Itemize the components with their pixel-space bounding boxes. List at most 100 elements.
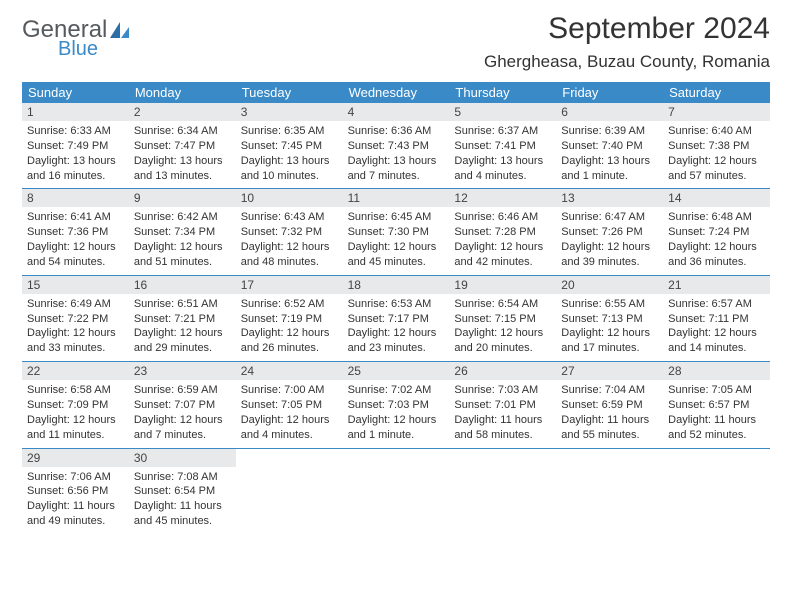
day-number: 15 [22,276,129,294]
day-cell: 6Sunrise: 6:39 AMSunset: 7:40 PMDaylight… [556,103,663,188]
logo: General Blue [22,12,131,61]
day-cell: 17Sunrise: 6:52 AMSunset: 7:19 PMDayligh… [236,276,343,361]
day-info: Sunrise: 6:45 AMSunset: 7:30 PMDaylight:… [343,207,450,274]
weekday-header: Sunday [22,82,129,103]
week-row: 8Sunrise: 6:41 AMSunset: 7:36 PMDaylight… [22,189,770,275]
day-number: 3 [236,103,343,121]
day-cell: 3Sunrise: 6:35 AMSunset: 7:45 PMDaylight… [236,103,343,188]
day-info: Sunrise: 7:08 AMSunset: 6:54 PMDaylight:… [129,467,236,534]
day-cell: 13Sunrise: 6:47 AMSunset: 7:26 PMDayligh… [556,189,663,274]
day-info: Sunrise: 7:03 AMSunset: 7:01 PMDaylight:… [449,380,556,447]
day-info: Sunrise: 6:46 AMSunset: 7:28 PMDaylight:… [449,207,556,274]
day-number: 19 [449,276,556,294]
day-number: 24 [236,362,343,380]
day-info: Sunrise: 6:36 AMSunset: 7:43 PMDaylight:… [343,121,450,188]
day-number: 30 [129,449,236,467]
day-info: Sunrise: 7:04 AMSunset: 6:59 PMDaylight:… [556,380,663,447]
day-cell: 15Sunrise: 6:49 AMSunset: 7:22 PMDayligh… [22,276,129,361]
day-number: 11 [343,189,450,207]
day-info: Sunrise: 6:35 AMSunset: 7:45 PMDaylight:… [236,121,343,188]
day-cell: 19Sunrise: 6:54 AMSunset: 7:15 PMDayligh… [449,276,556,361]
day-number: 4 [343,103,450,121]
day-info: Sunrise: 6:48 AMSunset: 7:24 PMDaylight:… [663,207,770,274]
day-info: Sunrise: 6:39 AMSunset: 7:40 PMDaylight:… [556,121,663,188]
day-info: Sunrise: 6:57 AMSunset: 7:11 PMDaylight:… [663,294,770,361]
day-number: 2 [129,103,236,121]
day-info: Sunrise: 7:05 AMSunset: 6:57 PMDaylight:… [663,380,770,447]
day-info: Sunrise: 6:47 AMSunset: 7:26 PMDaylight:… [556,207,663,274]
day-info: Sunrise: 6:51 AMSunset: 7:21 PMDaylight:… [129,294,236,361]
day-info: Sunrise: 6:41 AMSunset: 7:36 PMDaylight:… [22,207,129,274]
day-info: Sunrise: 6:58 AMSunset: 7:09 PMDaylight:… [22,380,129,447]
day-info: Sunrise: 7:06 AMSunset: 6:56 PMDaylight:… [22,467,129,534]
day-info: Sunrise: 7:02 AMSunset: 7:03 PMDaylight:… [343,380,450,447]
day-info: Sunrise: 6:55 AMSunset: 7:13 PMDaylight:… [556,294,663,361]
day-cell [556,449,663,534]
weekday-header: Friday [556,82,663,103]
day-number: 25 [343,362,450,380]
day-number: 7 [663,103,770,121]
day-info: Sunrise: 6:59 AMSunset: 7:07 PMDaylight:… [129,380,236,447]
day-cell [236,449,343,534]
calendar: SundayMondayTuesdayWednesdayThursdayFrid… [22,82,770,534]
weekday-header: Wednesday [343,82,450,103]
day-cell: 7Sunrise: 6:40 AMSunset: 7:38 PMDaylight… [663,103,770,188]
day-cell: 23Sunrise: 6:59 AMSunset: 7:07 PMDayligh… [129,362,236,447]
day-number: 27 [556,362,663,380]
week-row: 22Sunrise: 6:58 AMSunset: 7:09 PMDayligh… [22,362,770,448]
day-number: 16 [129,276,236,294]
day-cell: 28Sunrise: 7:05 AMSunset: 6:57 PMDayligh… [663,362,770,447]
month-title: September 2024 [484,12,770,46]
day-info: Sunrise: 6:54 AMSunset: 7:15 PMDaylight:… [449,294,556,361]
day-number: 12 [449,189,556,207]
day-cell [449,449,556,534]
day-cell: 10Sunrise: 6:43 AMSunset: 7:32 PMDayligh… [236,189,343,274]
day-info: Sunrise: 6:37 AMSunset: 7:41 PMDaylight:… [449,121,556,188]
day-number: 28 [663,362,770,380]
day-number: 8 [22,189,129,207]
day-cell: 24Sunrise: 7:00 AMSunset: 7:05 PMDayligh… [236,362,343,447]
day-cell: 11Sunrise: 6:45 AMSunset: 7:30 PMDayligh… [343,189,450,274]
day-number: 13 [556,189,663,207]
weekday-row: SundayMondayTuesdayWednesdayThursdayFrid… [22,82,770,103]
week-row: 15Sunrise: 6:49 AMSunset: 7:22 PMDayligh… [22,276,770,362]
day-cell: 8Sunrise: 6:41 AMSunset: 7:36 PMDaylight… [22,189,129,274]
day-cell: 14Sunrise: 6:48 AMSunset: 7:24 PMDayligh… [663,189,770,274]
week-row: 29Sunrise: 7:06 AMSunset: 6:56 PMDayligh… [22,449,770,534]
day-info: Sunrise: 6:52 AMSunset: 7:19 PMDaylight:… [236,294,343,361]
day-number: 29 [22,449,129,467]
day-number: 10 [236,189,343,207]
day-info: Sunrise: 6:42 AMSunset: 7:34 PMDaylight:… [129,207,236,274]
logo-sail-icon [109,20,131,45]
day-number: 22 [22,362,129,380]
day-cell: 25Sunrise: 7:02 AMSunset: 7:03 PMDayligh… [343,362,450,447]
day-info: Sunrise: 7:00 AMSunset: 7:05 PMDaylight:… [236,380,343,447]
day-cell: 4Sunrise: 6:36 AMSunset: 7:43 PMDaylight… [343,103,450,188]
day-info: Sunrise: 6:40 AMSunset: 7:38 PMDaylight:… [663,121,770,188]
day-cell: 21Sunrise: 6:57 AMSunset: 7:11 PMDayligh… [663,276,770,361]
header: General Blue September 2024 Ghergheasa, … [22,12,770,72]
day-number: 9 [129,189,236,207]
weekday-header: Tuesday [236,82,343,103]
day-cell: 1Sunrise: 6:33 AMSunset: 7:49 PMDaylight… [22,103,129,188]
day-cell [343,449,450,534]
week-row: 1Sunrise: 6:33 AMSunset: 7:49 PMDaylight… [22,103,770,189]
day-cell: 30Sunrise: 7:08 AMSunset: 6:54 PMDayligh… [129,449,236,534]
day-info: Sunrise: 6:43 AMSunset: 7:32 PMDaylight:… [236,207,343,274]
day-cell: 9Sunrise: 6:42 AMSunset: 7:34 PMDaylight… [129,189,236,274]
day-number: 23 [129,362,236,380]
day-number: 14 [663,189,770,207]
day-cell: 20Sunrise: 6:55 AMSunset: 7:13 PMDayligh… [556,276,663,361]
day-cell: 22Sunrise: 6:58 AMSunset: 7:09 PMDayligh… [22,362,129,447]
day-cell: 16Sunrise: 6:51 AMSunset: 7:21 PMDayligh… [129,276,236,361]
day-cell: 29Sunrise: 7:06 AMSunset: 6:56 PMDayligh… [22,449,129,534]
day-number: 26 [449,362,556,380]
day-cell: 12Sunrise: 6:46 AMSunset: 7:28 PMDayligh… [449,189,556,274]
day-cell: 26Sunrise: 7:03 AMSunset: 7:01 PMDayligh… [449,362,556,447]
day-number: 20 [556,276,663,294]
day-cell: 2Sunrise: 6:34 AMSunset: 7:47 PMDaylight… [129,103,236,188]
day-number: 5 [449,103,556,121]
day-number: 1 [22,103,129,121]
day-info: Sunrise: 6:34 AMSunset: 7:47 PMDaylight:… [129,121,236,188]
day-info: Sunrise: 6:33 AMSunset: 7:49 PMDaylight:… [22,121,129,188]
